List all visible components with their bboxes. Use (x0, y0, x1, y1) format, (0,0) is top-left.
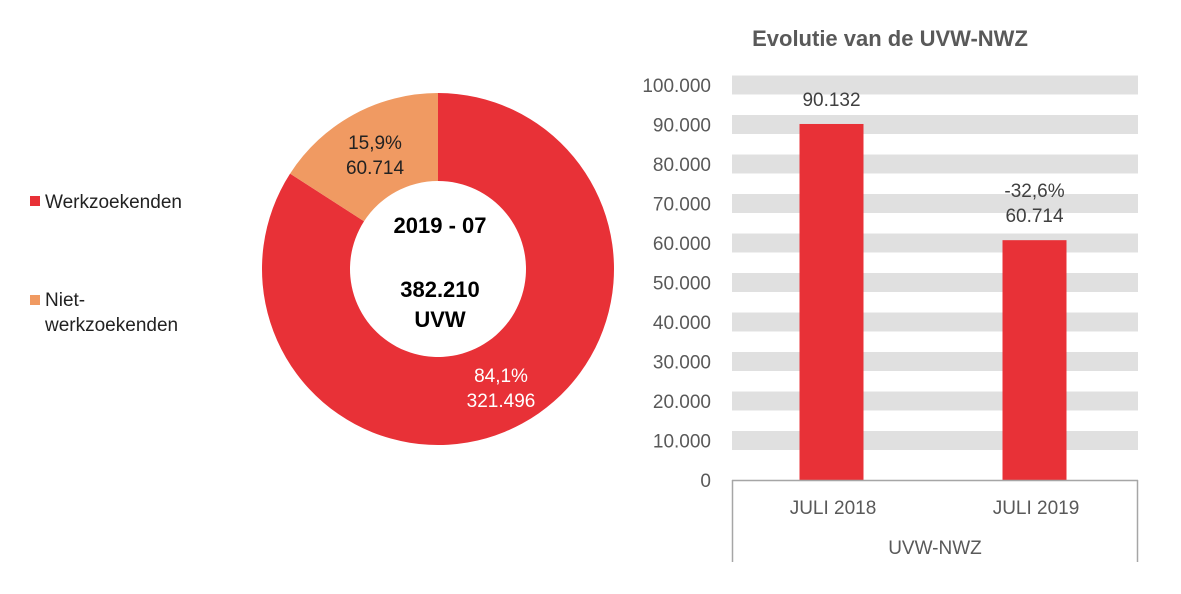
y-tick-label: 70.000 (653, 195, 711, 216)
y-tick-label: 30.000 (653, 353, 711, 374)
grid-band (732, 75, 1138, 95)
bar-data-labels: 90.132 -32,6% 60.714 (802, 90, 1064, 227)
bar-data-label: 60.714 (1005, 206, 1064, 227)
grid-band (732, 352, 1138, 371)
slice-label-niet-value: 60.714 (346, 158, 405, 179)
y-tick-label: 80.000 (653, 155, 711, 176)
slice-label-werkzoekenden-percent: 84,1% (474, 366, 528, 387)
grid-band (732, 194, 1138, 213)
grid-band (732, 154, 1138, 174)
grid-band (732, 233, 1138, 253)
grid-band (732, 431, 1138, 450)
bars (799, 123, 1067, 480)
donut-center-date: 2019 - 07 (394, 213, 487, 238)
legend-label-niet-line2: werkzoekenden (44, 315, 178, 336)
grid-band (732, 312, 1138, 332)
legend-label-niet-line1: Niet- (45, 290, 85, 311)
x-tick-juli-2018: JULI 2018 (790, 498, 877, 519)
donut-chart (262, 93, 615, 445)
donut-data-labels: 84,1% 321.496 15,9% 60.714 (346, 133, 535, 412)
grid-band (732, 391, 1138, 411)
y-tick-label: 10.000 (653, 432, 711, 453)
legend-swatch-werkzoekenden (30, 196, 40, 206)
x-tick-juli-2019: JULI 2019 (993, 498, 1080, 519)
y-tick-label: 50.000 (653, 274, 711, 295)
y-tick-label: 40.000 (653, 313, 711, 334)
slice-label-werkzoekenden-value: 321.496 (467, 391, 536, 412)
y-tick-label: 20.000 (653, 392, 711, 413)
donut-slice-0 (262, 93, 615, 445)
grid-band (732, 115, 1138, 134)
x-axis: JULI 2018 JULI 2019 UVW-NWZ (731, 479, 1139, 562)
slice-label-niet-percent: 15,9% (348, 133, 402, 154)
bar-juli-2019 (1002, 240, 1067, 480)
donut-center-total: 382.210 (400, 277, 480, 302)
y-tick-label: 60.000 (653, 234, 711, 255)
legend-swatch-niet-werkzoekenden (30, 295, 40, 305)
bar-chart-title: Evolutie van de UVW-NWZ (752, 26, 1028, 51)
legend-label-werkzoekenden: Werkzoekenden (45, 192, 182, 213)
donut-slice-1 (290, 93, 438, 222)
donut-center-unit: UVW (414, 307, 466, 332)
grid-bands (732, 75, 1138, 450)
x-group-label: UVW-NWZ (888, 538, 982, 559)
bar-data-label: 90.132 (802, 90, 860, 111)
donut-legend: Werkzoekenden Niet- werkzoekenden (30, 192, 182, 336)
y-axis-ticks: 0 10.000 20.000 30.000 40.000 50.000 60.000 70.… (642, 76, 711, 492)
y-tick-label: 90.000 (653, 116, 711, 137)
bar-data-label: -32,6% (1004, 181, 1064, 202)
bar-juli-2018 (799, 123, 864, 480)
y-tick-label: 100.000 (642, 76, 711, 97)
y-tick-label: 0 (700, 471, 711, 492)
grid-band (732, 273, 1138, 292)
donut-center-label: 2019 - 07 382.210 UVW (394, 213, 487, 332)
